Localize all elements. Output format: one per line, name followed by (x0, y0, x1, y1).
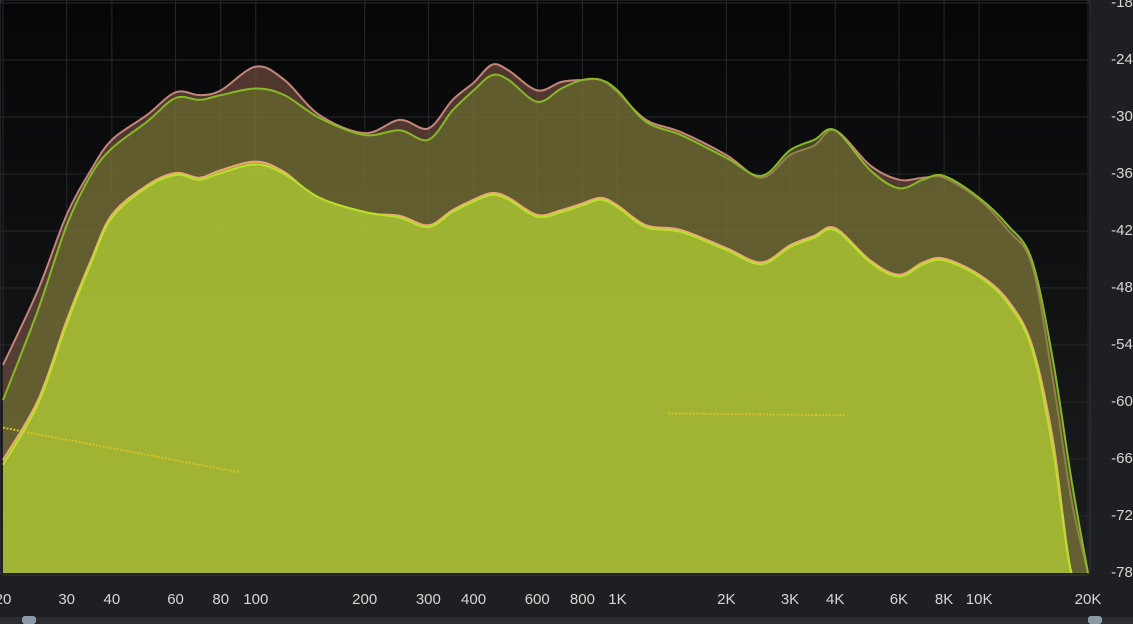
x-tick-label: 80 (212, 591, 229, 608)
reference-line (668, 412, 845, 417)
x-tick-label: 8K (935, 591, 953, 608)
x-tick-label: 300 (416, 591, 441, 608)
spectrum-line (2, 160, 1088, 573)
y-tick-label: -60 (1111, 393, 1133, 410)
y-tick-label: -48 (1111, 279, 1133, 296)
reference-line (2, 426, 240, 474)
x-tick-label: 10K (966, 591, 993, 608)
x-tick-label: 6K (890, 591, 908, 608)
y-tick-label: -78 (1111, 564, 1133, 581)
spectrum-area (3, 164, 1088, 573)
y-tick-label: -18 (1111, 0, 1133, 11)
scroll-handle-left[interactable] (22, 616, 36, 624)
y-tick-label: -54 (1111, 336, 1133, 353)
y-tick-label: -72 (1111, 507, 1133, 524)
spectrum-line (2, 163, 1088, 573)
x-tick-label: 100 (243, 591, 268, 608)
x-tick-label: 800 (570, 591, 595, 608)
x-tick-label: 2K (717, 591, 735, 608)
y-tick-label: -36 (1111, 165, 1133, 182)
y-tick-label: -24 (1111, 51, 1133, 68)
x-tick-label: 20K (1075, 591, 1102, 608)
x-tick-label: 40 (104, 591, 121, 608)
scrollbar[interactable] (0, 617, 1133, 624)
y-tick-label: -42 (1111, 222, 1133, 239)
x-tick-label: 3K (781, 591, 799, 608)
x-tick-label: 600 (525, 591, 550, 608)
x-tick-label: 200 (352, 591, 377, 608)
x-tick-label: 60 (167, 591, 184, 608)
x-tick-label: 400 (461, 591, 486, 608)
y-tick-label: -66 (1111, 450, 1133, 467)
y-tick-label: -30 (1111, 108, 1133, 125)
x-tick-label: 30 (58, 591, 75, 608)
x-tick-label: 20 (0, 591, 11, 608)
x-tick-label: 4K (826, 591, 844, 608)
x-tick-label: 1K (608, 591, 626, 608)
spectrum-line (2, 73, 1089, 573)
scroll-handle-right[interactable] (1088, 616, 1102, 624)
